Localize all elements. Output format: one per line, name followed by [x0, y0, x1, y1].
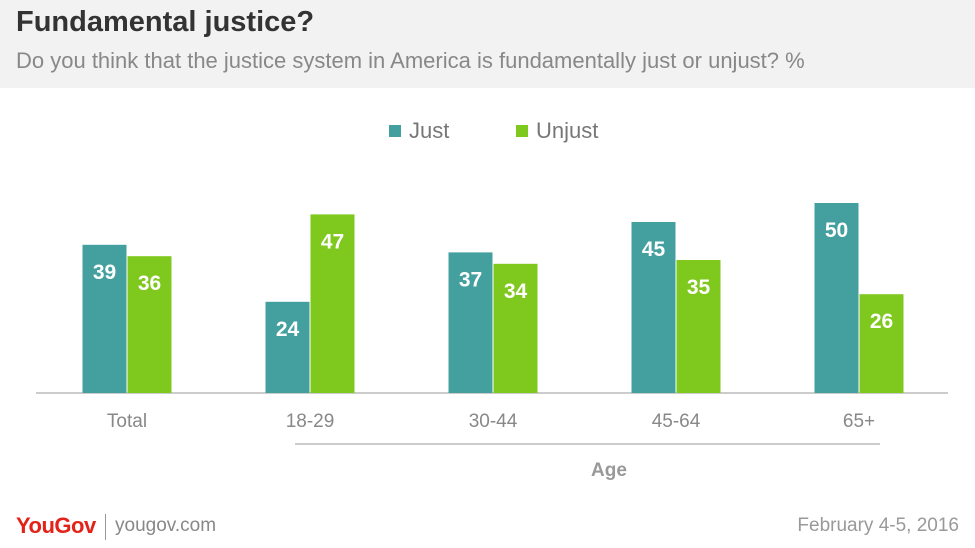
- data-label-just-4: 50: [825, 219, 848, 242]
- footer-url: yougov.com: [115, 515, 217, 536]
- bar-just-3: [631, 222, 676, 393]
- chart-title: Fundamental justice?: [16, 6, 315, 38]
- bar-just-1: [265, 301, 310, 393]
- data-label-unjust-3: 35: [687, 276, 711, 299]
- data-label-just-2: 37: [459, 268, 482, 291]
- category-label-3: 45-64: [652, 411, 701, 432]
- yougov-logo: YouGov: [16, 513, 96, 538]
- chart-subtitle: Do you think that the justice system in …: [16, 48, 805, 73]
- footer-date: February 4-5, 2016: [797, 515, 959, 536]
- data-label-just-3: 45: [642, 238, 666, 261]
- bar-just-0: [82, 244, 127, 393]
- bar-unjust-1: [310, 214, 355, 393]
- legend-label-just: Just: [409, 118, 450, 143]
- legend-swatch-unjust: [516, 125, 528, 137]
- category-label-4: 65+: [843, 411, 875, 432]
- bar-unjust-4: [859, 294, 904, 393]
- bar-unjust-3: [676, 260, 721, 393]
- data-label-unjust-2: 34: [504, 280, 528, 303]
- category-label-1: 18-29: [286, 411, 335, 432]
- bar-just-2: [448, 252, 493, 393]
- category-label-2: 30-44: [469, 411, 518, 432]
- data-label-just-1: 24: [276, 318, 300, 341]
- data-label-unjust-4: 26: [870, 310, 893, 333]
- category-label-0: Total: [107, 411, 147, 432]
- chart-legend: Just Unjust: [0, 118, 975, 146]
- data-label-unjust-1: 47: [321, 230, 344, 253]
- age-group-label: Age: [591, 460, 627, 481]
- data-label-unjust-0: 36: [138, 272, 161, 295]
- legend-item-just: Just: [389, 118, 449, 144]
- bar-just-4: [814, 203, 859, 393]
- data-label-just-0: 39: [93, 261, 116, 284]
- chart-header: Fundamental justice? Do you think that t…: [0, 0, 975, 88]
- legend-item-unjust: Unjust: [516, 118, 598, 144]
- bar-unjust-2: [493, 263, 538, 393]
- legend-label-unjust: Unjust: [536, 118, 599, 143]
- bar-unjust-0: [127, 256, 172, 393]
- legend-swatch-just: [389, 125, 401, 137]
- footer-divider: [105, 514, 106, 540]
